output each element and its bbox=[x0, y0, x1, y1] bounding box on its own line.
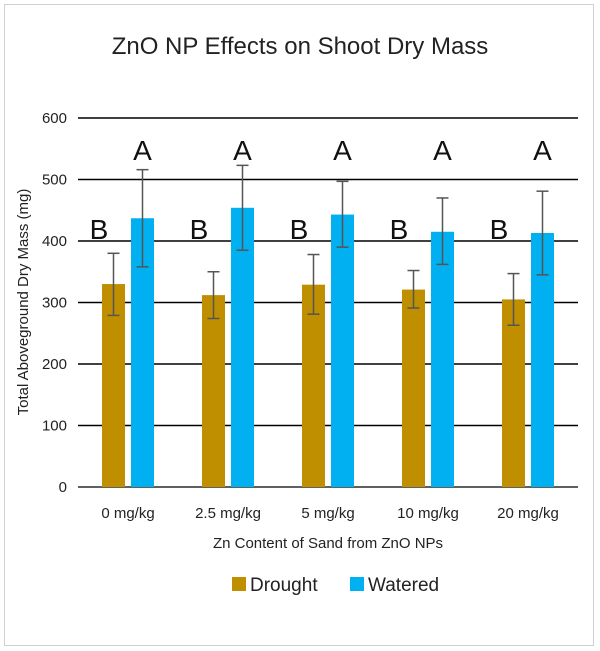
bars bbox=[102, 207, 554, 488]
x-tick-label: 0 mg/kg bbox=[101, 505, 154, 522]
significance-label: A bbox=[433, 135, 452, 166]
y-tick-label: 200 bbox=[42, 356, 67, 373]
y-tick-label: 100 bbox=[42, 418, 67, 435]
significance-label: A bbox=[233, 135, 252, 166]
significance-label: A bbox=[533, 135, 552, 166]
bar-drought bbox=[102, 284, 125, 487]
y-tick-label: 300 bbox=[42, 295, 67, 312]
bar-drought bbox=[402, 289, 425, 487]
bar-watered bbox=[231, 207, 254, 488]
error-bars bbox=[107, 164, 549, 327]
significance-labels: B A B A B A B A B A bbox=[90, 135, 553, 245]
legend: Drought Watered bbox=[232, 575, 439, 596]
y-tick-label: 400 bbox=[42, 233, 67, 250]
bar-drought bbox=[502, 299, 525, 487]
bar-drought bbox=[302, 284, 325, 487]
significance-label: B bbox=[390, 214, 409, 245]
x-tick-label: 2.5 mg/kg bbox=[195, 505, 261, 522]
y-tick-label: 0 bbox=[59, 479, 67, 496]
significance-label: A bbox=[133, 135, 152, 166]
x-tick-label: 20 mg/kg bbox=[497, 505, 559, 522]
legend-swatch-drought bbox=[232, 577, 246, 591]
significance-label: B bbox=[290, 214, 309, 245]
legend-label-watered: Watered bbox=[368, 575, 439, 596]
y-axis-ticks: 0 100 200 300 400 500 600 bbox=[42, 110, 67, 496]
significance-label: A bbox=[333, 135, 352, 166]
legend-label-drought: Drought bbox=[250, 575, 318, 596]
bar-drought bbox=[202, 295, 225, 487]
bar-watered bbox=[331, 214, 354, 487]
significance-label: B bbox=[90, 214, 109, 245]
bar-watered bbox=[131, 218, 154, 487]
bar-watered bbox=[531, 233, 554, 487]
y-tick-label: 500 bbox=[42, 172, 67, 189]
significance-label: B bbox=[190, 214, 209, 245]
x-tick-label: 10 mg/kg bbox=[397, 505, 459, 522]
chart-title: ZnO NP Effects on Shoot Dry Mass bbox=[112, 33, 489, 60]
y-tick-label: 600 bbox=[42, 110, 67, 127]
x-axis-ticks: 0 mg/kg 2.5 mg/kg 5 mg/kg 10 mg/kg 20 mg/kg bbox=[101, 505, 559, 522]
gridlines bbox=[78, 117, 578, 488]
legend-swatch-watered bbox=[350, 577, 364, 591]
x-tick-label: 5 mg/kg bbox=[301, 505, 354, 522]
bar-watered bbox=[431, 231, 454, 487]
significance-label: B bbox=[490, 214, 509, 245]
x-axis-title: Zn Content of Sand from ZnO NPs bbox=[213, 535, 443, 552]
y-axis-title: Total Aboveground Dry Mass (mg) bbox=[15, 189, 32, 416]
